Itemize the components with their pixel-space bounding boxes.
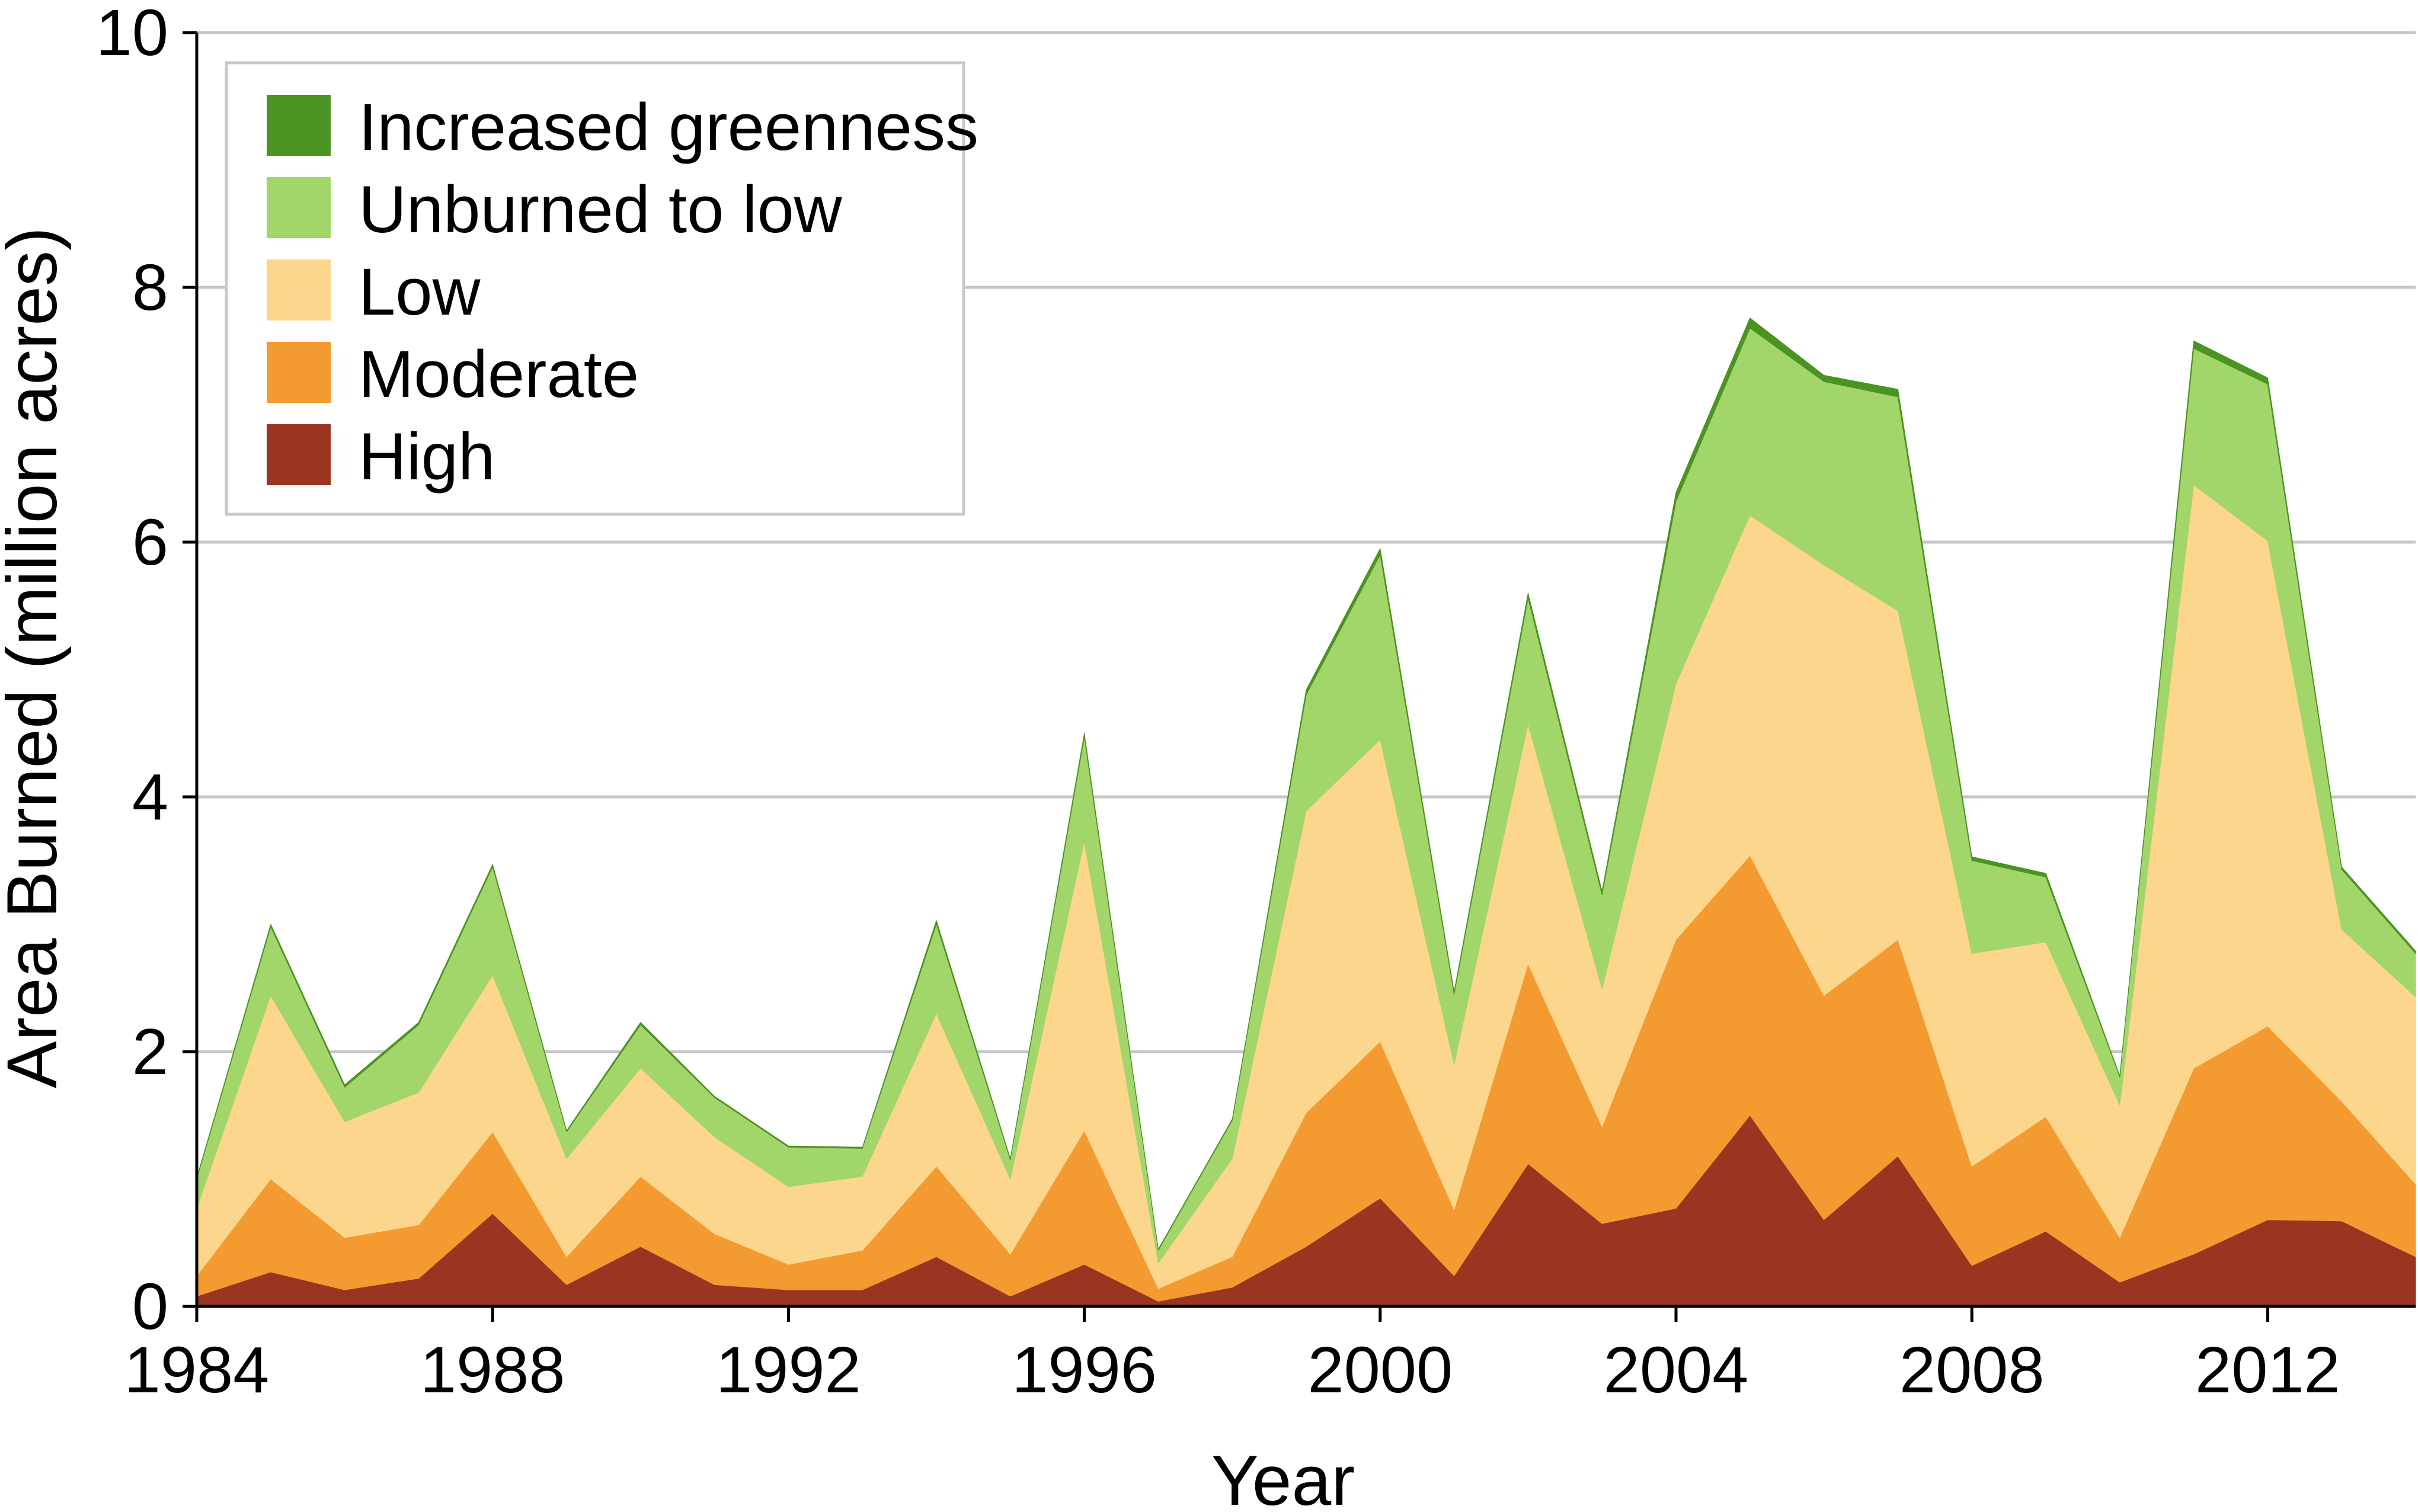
legend-swatch-moderate [267,342,331,403]
x-tick-label-2004: 2004 [1604,1334,1749,1407]
y-tick-label-4: 4 [132,761,168,834]
x-tick-label-2012: 2012 [2195,1334,2340,1407]
x-axis-title: Year [1211,1441,1355,1512]
x-tick-label-1992: 1992 [716,1334,861,1407]
tick-labels: 0 2 4 6 8 10 1984 1988 1992 1996 2000 2004 2008 2012 [96,0,2340,1407]
y-tick-label-10: 10 [96,0,168,69]
y-axis-title: Area Burned (million acres) [0,227,72,1088]
legend-box [225,61,965,516]
legend-label-unburned-to-low: Unburned to low [359,172,843,246]
area-series-group [196,318,2416,1307]
legend-swatch-high [267,424,331,485]
y-tick-label-2: 2 [132,1016,168,1088]
y-tick-label-0: 0 [132,1270,168,1343]
legend-swatch-increased-greenness [267,95,331,156]
x-tick-label-2000: 2000 [1307,1334,1453,1407]
y-tick-label-6: 6 [132,506,168,579]
x-tick-label-1988: 1988 [420,1334,565,1407]
legend-swatch-low [267,260,331,321]
x-tick-label-1996: 1996 [1012,1334,1157,1407]
legend-label-high: High [359,419,495,494]
legend-label-moderate: Moderate [359,337,639,411]
legend: Increased greenness Unburned to low Low … [225,61,978,516]
legend-label-increased-greenness: Increased greenness [359,90,978,164]
axes [183,31,2416,1322]
y-tick-label-8: 8 [132,251,168,324]
legend-swatch-unburned-to-low [267,177,331,238]
x-tick-label-1984: 1984 [124,1334,270,1407]
area-increased-greenness [196,318,2416,1251]
legend-label-low: Low [359,255,481,329]
x-tick-label-2008: 2008 [1899,1334,2045,1407]
